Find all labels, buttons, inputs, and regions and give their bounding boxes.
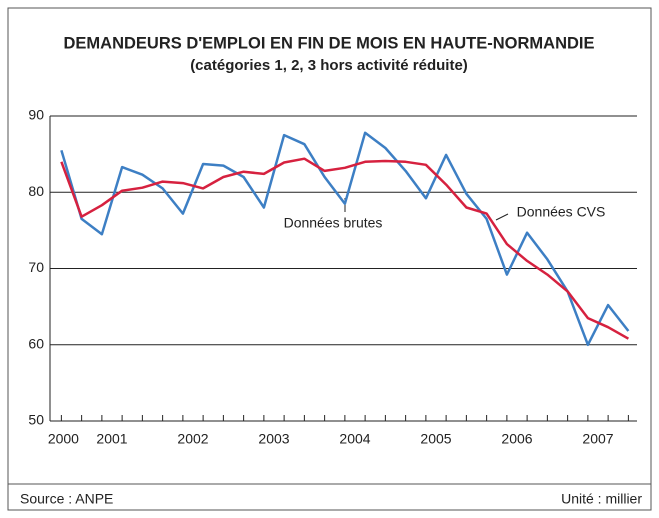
x-tick-label: 2003 <box>258 431 289 447</box>
annotation-leader <box>495 213 509 221</box>
y-tick-label: 60 <box>28 335 44 351</box>
chart-subtitle: (catégories 1, 2, 3 hors activité réduit… <box>190 57 468 74</box>
x-tick-label: 2002 <box>177 431 208 447</box>
y-tick-label: 70 <box>28 259 44 275</box>
series-label: Données CVS <box>517 204 606 220</box>
y-tick-label: 50 <box>28 412 44 428</box>
source: Source : ANPE <box>20 491 113 507</box>
x-tick-label: 2000 <box>48 431 79 447</box>
unit: Unité : millier <box>561 491 642 507</box>
series-label: Données brutes <box>284 215 383 231</box>
x-tick-label: 2006 <box>501 431 532 447</box>
x-tick-label: 2007 <box>582 431 613 447</box>
x-tick-label: 2001 <box>96 431 127 447</box>
frame <box>7 7 652 511</box>
y-tick-label: 90 <box>28 107 44 123</box>
y-tick-label: 80 <box>28 183 44 199</box>
x-tick-label: 2004 <box>339 431 370 447</box>
chart-title: DEMANDEURS D'EMPLOI EN FIN DE MOIS EN HA… <box>63 34 594 52</box>
x-tick-label: 2005 <box>420 431 451 447</box>
series-line <box>60 157 630 340</box>
